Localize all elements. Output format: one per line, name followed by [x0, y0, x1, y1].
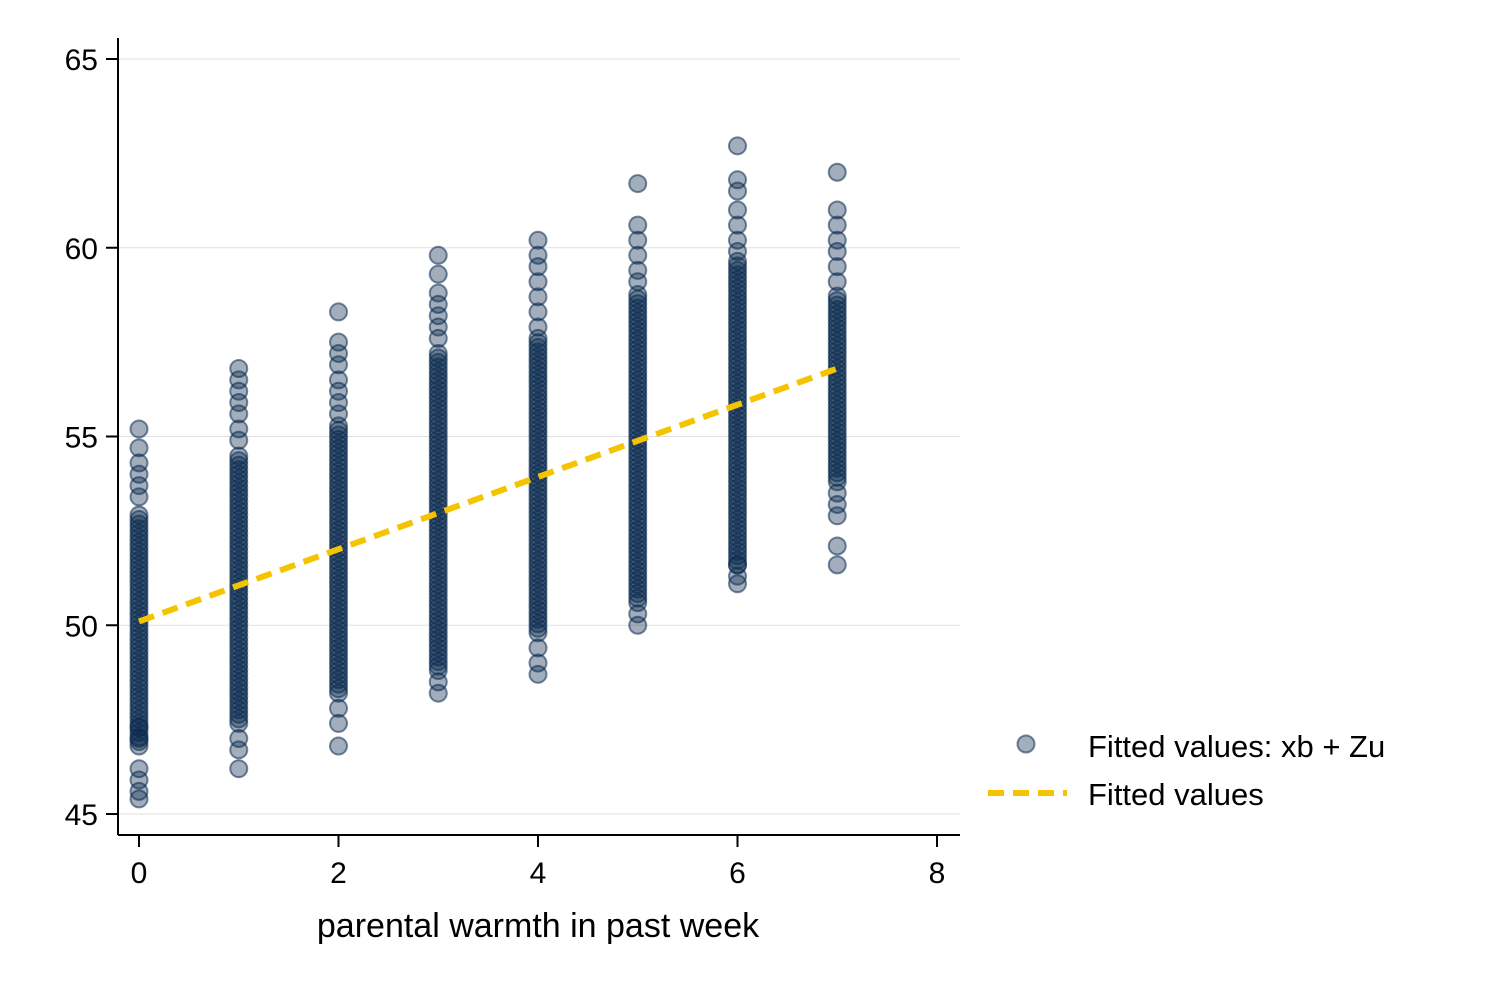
data-point	[827, 215, 847, 235]
data-point	[628, 215, 648, 235]
data-point	[428, 343, 448, 363]
data-point	[628, 260, 648, 280]
data-point	[129, 453, 149, 473]
data-point	[229, 451, 249, 471]
data-point	[129, 717, 149, 737]
y-tick-label: 60	[65, 233, 98, 266]
data-point	[827, 230, 847, 250]
data-point	[827, 257, 847, 277]
data-point	[728, 555, 747, 575]
data-point	[528, 230, 548, 250]
data-point	[329, 302, 348, 322]
data-point	[528, 317, 548, 337]
y-tick-label: 50	[65, 610, 98, 643]
data-point	[827, 162, 847, 182]
data-point	[129, 510, 149, 530]
data-point	[728, 215, 747, 235]
data-point	[329, 713, 348, 733]
data-point	[728, 256, 747, 276]
data-point	[129, 759, 149, 779]
data-point	[229, 419, 249, 439]
y-tick-label: 55	[65, 422, 98, 455]
data-point	[329, 332, 348, 352]
data-point	[827, 536, 847, 556]
data-point	[628, 230, 648, 250]
data-point	[528, 245, 548, 265]
data-point	[129, 438, 149, 458]
x-tick-label: 2	[330, 857, 347, 890]
axes: 45 50 55 60 65 0 2 4 6 8	[65, 38, 960, 890]
data-point	[827, 200, 847, 220]
data-point	[628, 604, 648, 624]
data-point	[229, 446, 249, 466]
scatter-points	[129, 136, 847, 809]
data-point	[229, 359, 249, 379]
data-point	[428, 672, 448, 692]
data-point	[428, 264, 448, 284]
legend-marker-points	[1016, 734, 1036, 754]
data-point	[329, 736, 348, 756]
data-point	[528, 638, 548, 658]
legend-label-line: Fitted values	[1088, 777, 1264, 812]
data-point	[528, 287, 548, 307]
data-point	[728, 200, 747, 220]
data-point	[827, 291, 847, 311]
data-point	[528, 302, 548, 322]
y-tick-label: 65	[65, 44, 98, 77]
data-point	[428, 245, 448, 265]
data-point	[129, 505, 149, 525]
y-tick-label: 45	[65, 799, 98, 832]
data-point	[728, 251, 747, 271]
data-point	[628, 245, 648, 265]
data-point	[628, 285, 648, 305]
data-point	[827, 555, 847, 575]
data-point	[827, 272, 847, 292]
data-point	[129, 419, 149, 439]
x-tick-label: 4	[530, 857, 547, 890]
data-point	[728, 230, 747, 250]
data-point	[329, 370, 348, 390]
data-point	[728, 170, 747, 190]
legend: Fitted values: xb + Zu Fitted values	[988, 729, 1385, 812]
data-point	[827, 286, 847, 306]
data-point	[628, 174, 648, 194]
data-point	[528, 272, 548, 292]
data-point	[229, 729, 249, 748]
data-point	[329, 698, 348, 718]
x-tick-label: 6	[729, 857, 746, 890]
data-point	[528, 653, 548, 673]
x-axis-title: parental warmth in past week	[317, 907, 760, 945]
data-point	[827, 483, 847, 503]
data-point	[428, 348, 448, 368]
x-tick-label: 8	[929, 857, 946, 890]
data-point	[528, 333, 548, 353]
x-tick-label: 0	[131, 857, 148, 890]
legend-label-points: Fitted values: xb + Zu	[1088, 729, 1385, 764]
data-point	[229, 759, 249, 779]
data-point	[428, 283, 448, 303]
data-point	[728, 136, 747, 156]
